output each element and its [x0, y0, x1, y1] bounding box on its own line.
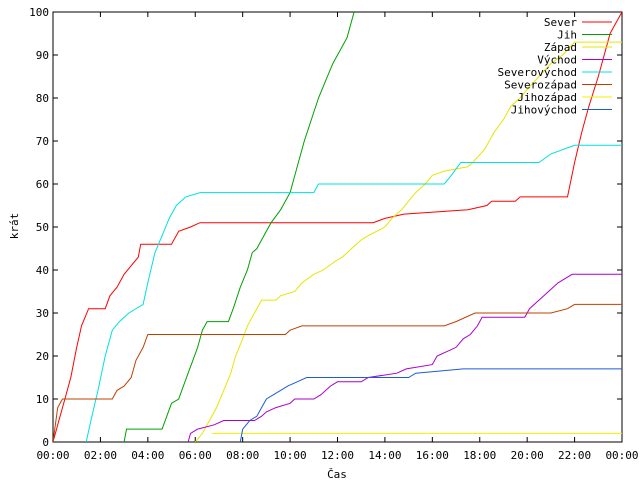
series-line-1	[53, 12, 622, 442]
y-tick-label: 90	[36, 49, 49, 62]
y-tick-label: 0	[42, 436, 49, 449]
x-tick-label: 06:00	[179, 449, 212, 462]
y-tick-label: 80	[36, 92, 49, 105]
x-axis: 00:00 02:00 04:00 06:00 08:00 10:00 12:00 14:00…	[36, 12, 639, 462]
x-tick-label: 14:00	[368, 449, 401, 462]
y-tick-label: 40	[36, 264, 49, 277]
series-line-2	[123, 12, 355, 442]
legend-label: Východ	[537, 54, 577, 67]
y-axis: 0 10 20 30 40 50 60 70 80 90 100	[29, 6, 622, 449]
series-line-6	[53, 303, 622, 442]
series-line-5	[85, 144, 622, 442]
legend-label: Severovýchod	[498, 66, 577, 79]
legend-label: Sever	[544, 16, 577, 29]
x-tick-label: 12:00	[321, 449, 354, 462]
x-tick-label: 04:00	[131, 449, 164, 462]
x-tick-label: 10:00	[274, 449, 307, 462]
y-tick-label: 50	[36, 221, 49, 234]
series-lines	[53, 12, 622, 442]
legend-label: Západ	[544, 41, 577, 54]
y-tick-label: 60	[36, 178, 49, 191]
y-tick-label: 20	[36, 350, 49, 363]
y-tick-label: 10	[36, 393, 49, 406]
x-tick-label: 20:00	[511, 449, 544, 462]
y-tick-label: 70	[36, 135, 49, 148]
x-tick-label: 00:00	[605, 449, 638, 462]
x-tick-label: 02:00	[84, 449, 117, 462]
series-line-4	[187, 273, 622, 442]
x-tick-label: 18:00	[463, 449, 496, 462]
x-axis-label: Čas	[327, 468, 347, 480]
y-tick-label: 100	[29, 6, 49, 19]
legend: SeverJihZápadVýchodSeverovýchodSeverozáp…	[498, 16, 612, 117]
legend-label: Jihozápad	[517, 91, 577, 104]
legend-label: Severozápad	[504, 79, 577, 92]
x-tick-label: 16:00	[416, 449, 449, 462]
x-tick-label: 08:00	[226, 449, 259, 462]
series-line-3	[194, 41, 622, 442]
x-tick-label: 00:00	[36, 449, 69, 462]
x-tick-label: 22:00	[558, 449, 591, 462]
legend-label: Jihovýchod	[511, 104, 577, 117]
series-line-8	[239, 368, 622, 442]
y-tick-label: 30	[36, 307, 49, 320]
y-axis-label: krát	[8, 213, 21, 240]
legend-label: Jih	[557, 29, 577, 42]
